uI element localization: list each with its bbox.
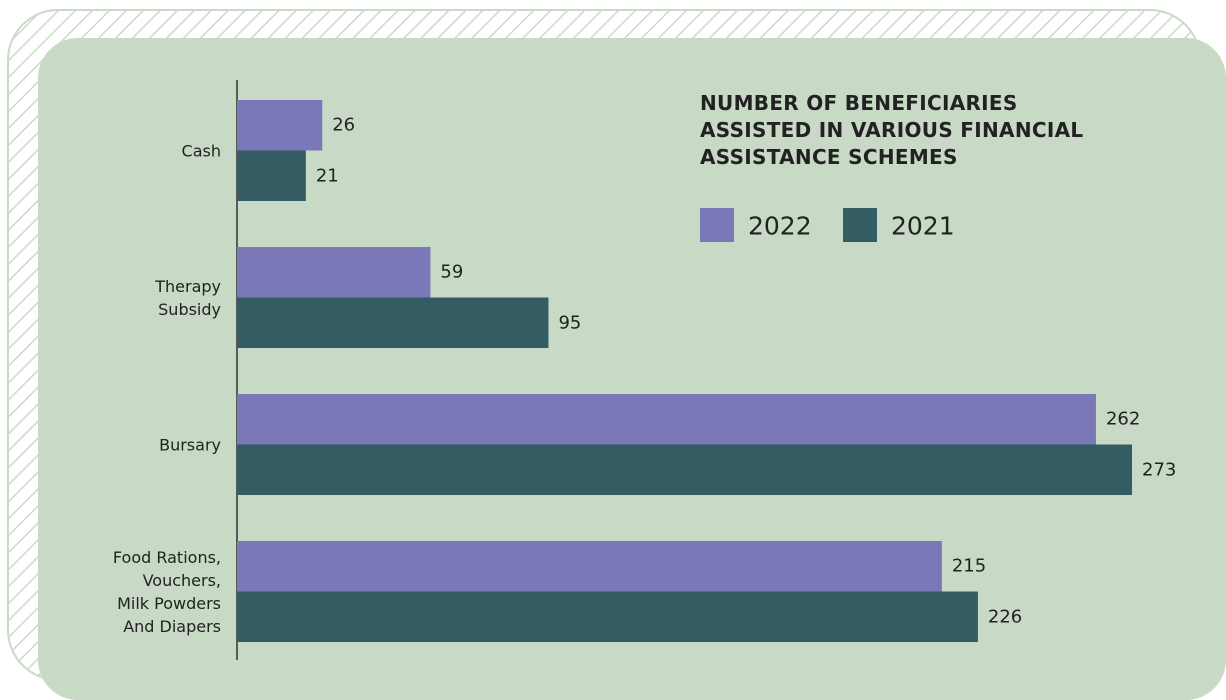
chart-title: NUMBER OF BENEFICIARIES ASSISTED IN VARI… [700, 91, 1084, 169]
value-label: 95 [558, 312, 582, 334]
value-label: 262 [1105, 408, 1141, 430]
category-label: Food Rations, Vouchers, Milk Powders And… [112, 547, 221, 636]
category-label: Bursary [159, 435, 221, 454]
value-label: 26 [332, 114, 356, 136]
category-label: Cash [181, 141, 221, 160]
bar [237, 444, 1132, 495]
bar [237, 297, 549, 348]
legend-label: 2021 [891, 211, 955, 241]
value-label: 59 [440, 261, 464, 283]
bar [237, 394, 1096, 445]
legend-swatch [843, 208, 877, 242]
bar [237, 591, 978, 642]
panel [38, 38, 1226, 700]
category-label: Therapy Subsidy [155, 276, 221, 319]
value-label: 273 [1142, 459, 1177, 481]
legend-swatch [700, 208, 734, 242]
legend-label: 2022 [748, 211, 812, 241]
value-label: 226 [987, 606, 1023, 628]
value-label: 21 [315, 165, 339, 187]
bar [237, 247, 431, 298]
bar [237, 150, 306, 201]
value-label: 215 [951, 555, 987, 577]
bar [237, 100, 323, 151]
bar [237, 541, 942, 592]
